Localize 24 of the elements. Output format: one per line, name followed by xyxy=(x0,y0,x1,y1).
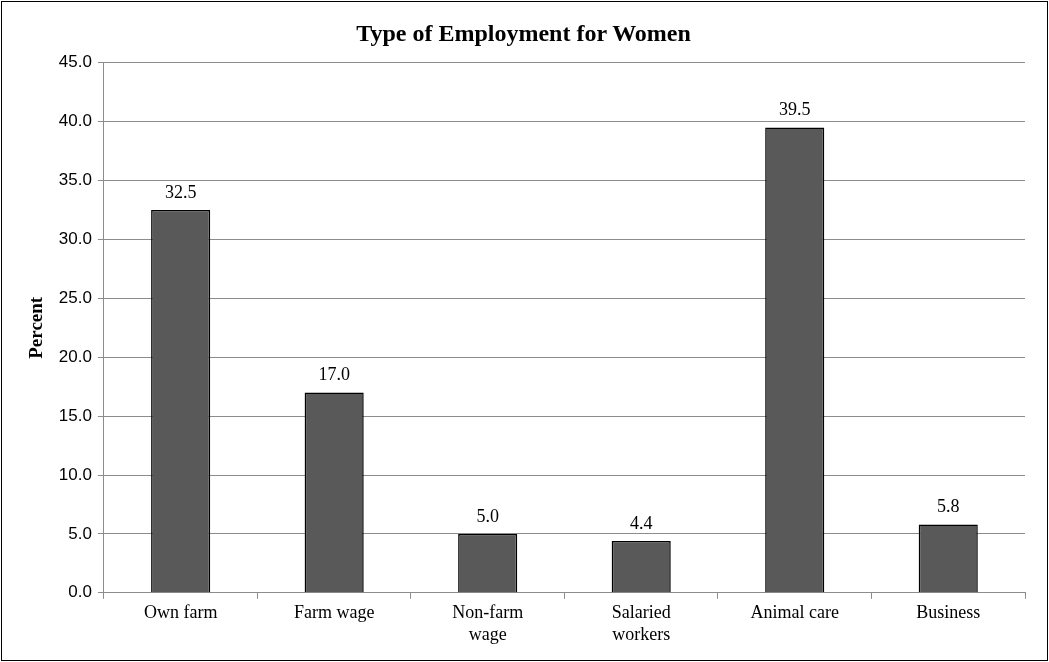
x-tick-label: Salaried workers xyxy=(611,602,671,644)
chart-title: Type of Employment for Women xyxy=(356,19,691,46)
y-tick-label: 25.0 xyxy=(58,288,92,308)
data-label: 4.4 xyxy=(629,512,653,533)
x-tick-label: Non-farm wage xyxy=(452,602,524,644)
data-label: 5.0 xyxy=(476,505,499,526)
y-tick-label: 0.0 xyxy=(68,582,92,602)
data-label: 17.0 xyxy=(318,364,350,385)
y-tick-label: 35.0 xyxy=(58,170,92,190)
data-label: 39.5 xyxy=(778,99,811,120)
y-tick-label: 45.0 xyxy=(58,52,92,72)
x-tick-label: Own farm xyxy=(143,602,218,623)
y-axis-title: Percent xyxy=(25,296,47,359)
y-tick-label: 15.0 xyxy=(58,405,92,425)
y-tick-label: 10.0 xyxy=(58,464,92,484)
x-tick-label: Animal care xyxy=(750,602,839,623)
data-label: 5.8 xyxy=(936,496,960,517)
y-tick-label: 40.0 xyxy=(58,111,92,131)
y-tick-label: 20.0 xyxy=(58,346,92,366)
y-tick-label: 30.0 xyxy=(58,229,92,249)
y-tick-label: 5.0 xyxy=(68,523,92,543)
x-tick-label: Business xyxy=(916,602,981,623)
x-tick-label: Farm wage xyxy=(293,602,375,623)
data-label: 32.5 xyxy=(164,181,197,202)
